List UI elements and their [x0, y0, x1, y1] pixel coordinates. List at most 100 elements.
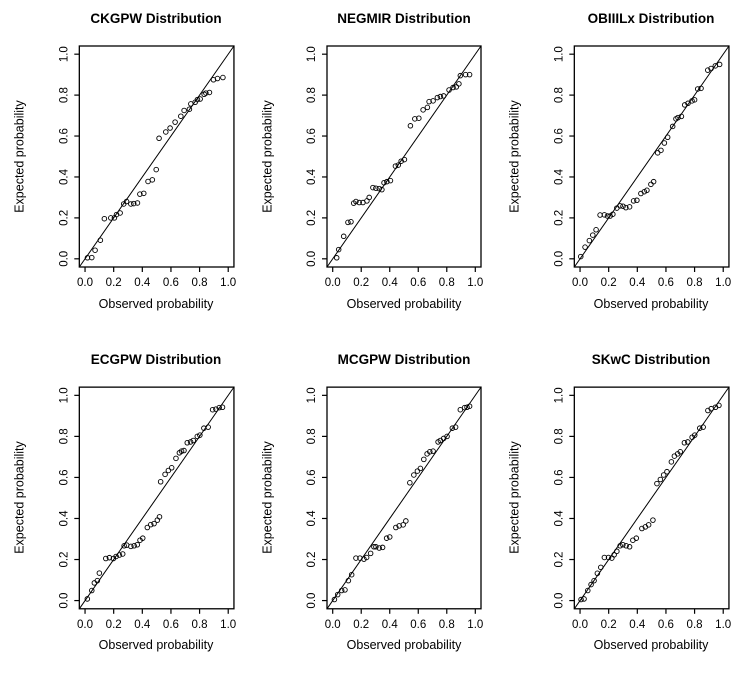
data-point: [578, 253, 584, 260]
x-tick-label: 0.4: [134, 619, 151, 631]
data-point: [331, 596, 338, 603]
data-point: [605, 554, 612, 561]
data-point: [421, 456, 427, 463]
data-point: [376, 185, 382, 192]
skwc-plot-canvas: 0.0 0.2 0.4 0.6 0.8 1.0 0.0 0.2 0.4 0.6 0.8 1.0: [553, 386, 731, 631]
data-point: [373, 185, 379, 191]
reference-line: [326, 386, 482, 610]
x-axis-label: Observed probability: [346, 297, 462, 311]
data-point: [466, 71, 473, 78]
x-tick-label: 0.6: [658, 277, 674, 289]
data-point: [403, 518, 409, 524]
data-point: [214, 75, 221, 82]
data-point: [582, 244, 588, 250]
data-point: [92, 247, 98, 253]
data-point: [691, 432, 698, 438]
y-tick-label: 0.0: [553, 251, 565, 267]
data-point: [338, 587, 345, 594]
data-point: [626, 204, 633, 210]
data-point: [598, 564, 604, 571]
x-tick-label: 1.0: [467, 277, 483, 289]
data-point: [167, 125, 173, 131]
data-point: [457, 406, 464, 413]
data-point: [335, 246, 342, 253]
x-tick-label: 0.6: [410, 277, 426, 289]
x-tick-label: 1.0: [220, 619, 236, 631]
data-point: [206, 89, 213, 96]
data-point: [586, 237, 593, 244]
data-point: [356, 199, 362, 206]
reference-line: [326, 45, 482, 268]
y-tick-label: 0.2: [58, 210, 70, 226]
data-point: [379, 186, 385, 193]
x-axis-label: Observed probability: [593, 297, 709, 311]
data-point: [348, 571, 355, 578]
data-point: [414, 468, 421, 474]
x-axis-label: Observed probability: [346, 638, 462, 652]
chart-title-ecgpw: ECGPW Distribution: [90, 352, 222, 367]
panel-skwc: SKwC Distribution Expected probability 0…: [495, 341, 743, 683]
panel-mcgpw: MCGPW Distribution Expected probability …: [248, 341, 495, 683]
data-point: [376, 545, 382, 551]
data-point: [594, 570, 601, 577]
data-point: [157, 478, 164, 485]
data-point: [137, 191, 143, 197]
y-tick-label: 0.0: [58, 593, 70, 609]
data-point: [634, 197, 640, 204]
data-point: [334, 591, 341, 598]
y-tick-label: 0.4: [553, 510, 565, 527]
y-tick-label: 0.6: [553, 469, 565, 485]
data-point: [203, 90, 209, 96]
data-point: [119, 551, 126, 557]
data-point: [181, 107, 187, 114]
data-point: [149, 177, 156, 183]
data-point: [387, 177, 394, 184]
data-point: [449, 425, 456, 431]
data-point: [113, 553, 119, 560]
x-tick-label: 0.0: [325, 619, 341, 631]
data-point: [96, 570, 103, 576]
data-point: [675, 114, 681, 121]
data-point: [209, 406, 216, 413]
x-tick-label: 0.0: [572, 619, 588, 631]
data-point: [427, 449, 433, 455]
data-point: [630, 198, 637, 204]
x-tick-label: 0.6: [410, 619, 426, 631]
data-point: [407, 123, 414, 129]
data-point: [416, 115, 422, 121]
data-point: [691, 97, 698, 103]
data-point: [353, 198, 359, 205]
data-point: [417, 465, 424, 472]
mcgpw-plot-canvas: 0.0 0.2 0.4 0.6 0.8 1.0 0.0 0.2 0.4 0.6 0.8 1.0: [306, 386, 483, 631]
data-point: [186, 106, 193, 112]
x-tick-label: 0.2: [106, 277, 122, 289]
reference-line: [573, 386, 730, 610]
data-point: [381, 179, 387, 186]
data-point: [139, 535, 146, 541]
data-point: [153, 166, 159, 173]
data-point: [601, 554, 608, 561]
data-point: [94, 577, 101, 584]
plot-box: [78, 386, 235, 610]
y-tick-label: 0.4: [58, 510, 70, 527]
data-point: [412, 116, 418, 122]
data-point: [588, 581, 594, 588]
data-point: [340, 233, 347, 240]
y-tick-label: 0.2: [306, 210, 318, 226]
data-point: [213, 406, 219, 412]
y-tick-label: 0.8: [58, 87, 70, 103]
data-point: [437, 93, 444, 100]
data-point: [623, 543, 629, 549]
data-point: [348, 219, 354, 225]
data-point: [371, 544, 377, 550]
data-point: [464, 404, 470, 411]
data-point: [620, 541, 626, 548]
data-point: [657, 476, 664, 483]
data-point: [194, 96, 201, 103]
data-point: [645, 522, 652, 528]
data-point: [345, 219, 351, 226]
y-tick-label: 0.8: [553, 87, 565, 103]
data-point: [420, 107, 426, 113]
data-point: [664, 134, 671, 141]
